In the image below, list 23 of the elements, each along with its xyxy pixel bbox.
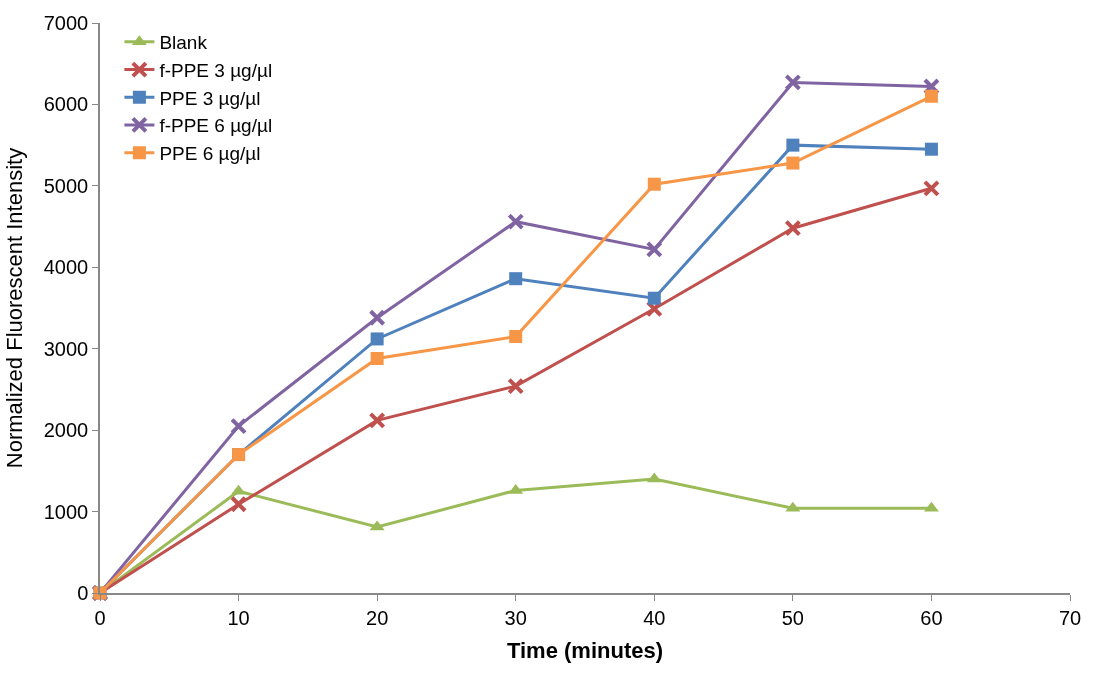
y-tick-label: 4000: [43, 256, 89, 279]
legend-label: f-PPE 3 µg/µl: [159, 59, 273, 81]
legend-label: PPE 3 µg/µl: [159, 87, 261, 109]
x-axis-title: Time (minutes): [506, 638, 664, 664]
legend-label: PPE 6 µg/µl: [159, 143, 261, 165]
y-axis-title: Normalized Fluorescent Intensity: [2, 147, 28, 469]
y-tick-label: 3000: [43, 337, 89, 360]
x-tick-label: 10: [227, 606, 250, 629]
x-tick-label: 60: [920, 606, 943, 629]
x-tick-label: 70: [1058, 606, 1082, 629]
x-tick-label: 20: [366, 606, 389, 629]
legend-label: f-PPE 6 µg/µl: [159, 115, 273, 137]
y-tick-label: 1000: [43, 500, 89, 523]
y-tick-label: 6000: [43, 93, 89, 116]
y-tick-label: 0: [77, 582, 89, 604]
x-tick-label: 30: [504, 606, 527, 629]
x-tick-label: 0: [94, 606, 106, 629]
y-tick-label: 7000: [43, 12, 89, 34]
x-tick-label: 50: [781, 606, 804, 629]
y-tick-label: 2000: [43, 419, 89, 442]
legend-label: Blank: [159, 32, 208, 54]
y-tick-label: 5000: [43, 174, 89, 197]
x-tick-label: 40: [643, 606, 666, 629]
